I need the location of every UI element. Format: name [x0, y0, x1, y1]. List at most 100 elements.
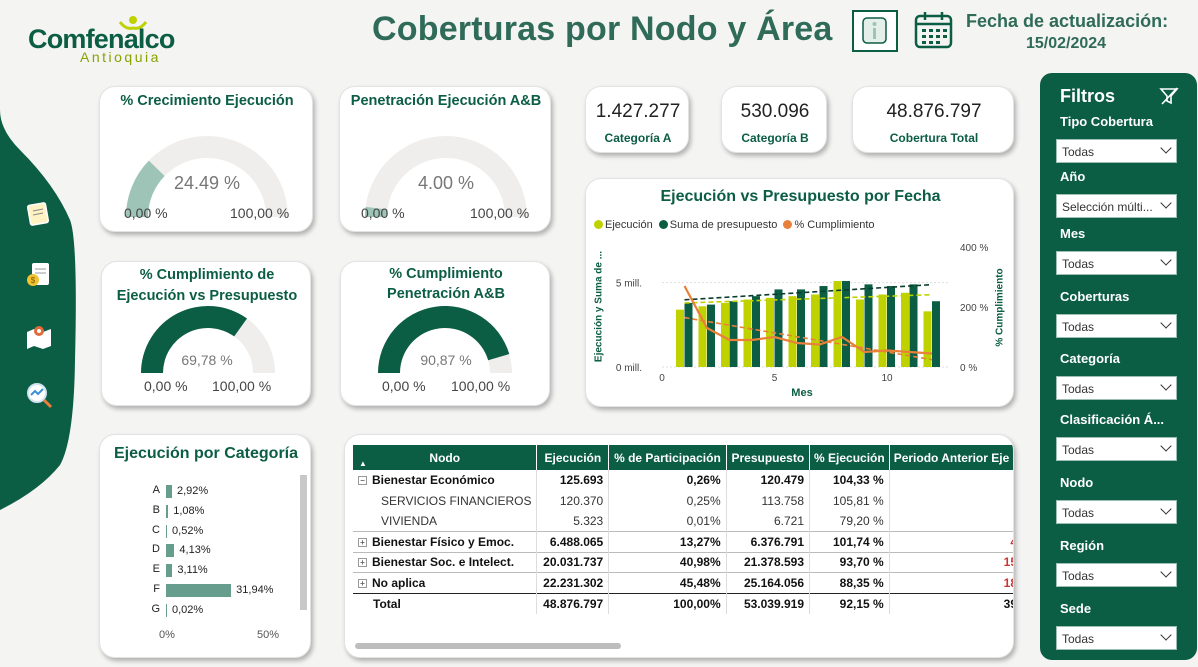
category-bar[interactable]: [166, 544, 175, 558]
category-bar[interactable]: [166, 564, 173, 578]
bar-ejecucion[interactable]: [901, 292, 909, 367]
filter-value: Todas: [1062, 443, 1095, 457]
bar-presupuesto[interactable]: [842, 280, 850, 367]
filter-dropdown[interactable]: Todas: [1056, 314, 1177, 338]
bar-ejecucion[interactable]: [766, 297, 774, 367]
bar-ejecucion[interactable]: [856, 299, 864, 367]
scrollbar[interactable]: [300, 475, 307, 610]
bar-presupuesto[interactable]: [932, 301, 940, 367]
cell-text: VIVIENDA: [381, 514, 438, 528]
kpi-label: Categoría A: [604, 131, 672, 145]
x-tick-label: 10: [881, 373, 893, 384]
column-header-participacion[interactable]: % de Participación: [608, 445, 727, 470]
filter-value: Todas: [1062, 506, 1095, 520]
filter-dropdown[interactable]: Todas: [1056, 437, 1177, 461]
bar-presupuesto[interactable]: [774, 289, 783, 367]
chevron-down-icon: [1160, 503, 1172, 515]
category-bar[interactable]: [166, 584, 232, 597]
expand-icon[interactable]: +: [358, 578, 367, 588]
info-button[interactable]: [852, 10, 898, 52]
expand-icon[interactable]: +: [358, 537, 367, 547]
bar-presupuesto[interactable]: [819, 286, 828, 367]
bar-presupuesto[interactable]: [684, 302, 693, 367]
x-tick-label: 0: [659, 373, 665, 384]
category-label: D: [152, 543, 160, 556]
category-bar[interactable]: [166, 504, 169, 518]
y-tick-label: 5 mill.: [616, 279, 642, 290]
bar-presupuesto[interactable]: [909, 284, 918, 367]
table-cell: 21.378.593: [726, 551, 811, 573]
horizontal-scrollbar[interactable]: [355, 643, 621, 649]
filter-dropdown[interactable]: Todas: [1056, 563, 1177, 587]
nav-analysis-icon[interactable]: [24, 380, 54, 410]
gauge-arc: [378, 306, 512, 373]
column-header-ejecucion[interactable]: Ejecución: [536, 445, 610, 470]
table-cell: 6.376.791: [726, 531, 811, 552]
filter-value: Todas: [1062, 145, 1095, 159]
category-bar[interactable]: [166, 524, 168, 538]
filter-label: Sede: [1060, 601, 1092, 616]
nav-map-icon[interactable]: [24, 322, 54, 350]
filter-dropdown[interactable]: Todas: [1056, 376, 1177, 400]
filter-value: Selección múlti...: [1062, 200, 1153, 214]
bar-ejecucion[interactable]: [788, 296, 797, 367]
kpi-card-category-b: 530.096 Categoría B: [721, 86, 827, 153]
bar-presupuesto[interactable]: [752, 296, 760, 367]
table-row[interactable]: + Bienestar Soc. e Intelect. 20.031.737 40,…: [353, 551, 1013, 573]
category-label: E: [152, 563, 160, 576]
total-cell: 53.039.919: [726, 592, 811, 614]
table-cell: 4.9: [889, 531, 1013, 552]
bar-presupuesto[interactable]: [707, 304, 715, 367]
column-header-pct-ejecucion[interactable]: % Ejecución: [809, 445, 890, 470]
table-cell: 101,74 %: [809, 531, 890, 552]
table-row[interactable]: VIVIENDA 5.323 0,01% 6.721 79,20 %: [353, 511, 1013, 532]
bar-presupuesto[interactable]: [887, 286, 895, 367]
category-value-label: 31,94%: [236, 584, 274, 596]
bar-ejecucion[interactable]: [698, 306, 707, 367]
filter-dropdown[interactable]: Todas: [1056, 626, 1177, 650]
nav-invoice-icon[interactable]: $: [24, 260, 54, 290]
table-row[interactable]: + Bienestar Físico y Emoc. 6.488.065 13,27%…: [353, 531, 1013, 552]
collapse-icon[interactable]: −: [358, 476, 367, 486]
table-row[interactable]: − Bienestar Económico 125.693 0,26% 120.479 1…: [353, 470, 1013, 491]
gauge-track: [365, 136, 527, 217]
expand-icon[interactable]: +: [358, 558, 367, 568]
bar-ejecucion[interactable]: [923, 311, 932, 367]
bar-ejecucion[interactable]: [811, 294, 819, 367]
filter-label: Tipo Cobertura: [1060, 114, 1153, 129]
bar-presupuesto[interactable]: [797, 289, 805, 367]
table-cell: 13,27%: [608, 531, 727, 552]
logo: Comfenalco Antioquia: [28, 14, 178, 66]
gauge-max: 100,00 %: [451, 378, 511, 394]
filter-dropdown[interactable]: Todas: [1056, 139, 1177, 163]
bar-ejecucion[interactable]: [878, 294, 887, 367]
chart-title: Ejecución vs Presupuesto por Fecha: [660, 188, 941, 205]
column-header-periodo-anterior[interactable]: Periodo Anterior Eje: [889, 445, 1013, 470]
nav-report-icon[interactable]: [24, 200, 52, 228]
bar-ejecucion[interactable]: [743, 299, 752, 367]
table-cell: 15.9: [889, 551, 1013, 573]
filter-dropdown[interactable]: Selección múlti...: [1056, 194, 1177, 218]
table-cell: 0,26%: [608, 470, 727, 491]
trend-ejecucion: [684, 293, 933, 304]
bar-ejecucion[interactable]: [833, 280, 842, 367]
bar-ejecucion[interactable]: [721, 302, 729, 367]
table-row[interactable]: + No aplica 22.231.302 45,48% 25.164.056 88,3…: [353, 572, 1013, 593]
cell-nodo: − Bienestar Económico: [353, 470, 538, 491]
category-bar[interactable]: [166, 603, 167, 617]
bar-presupuesto[interactable]: [729, 301, 738, 367]
calendar-icon[interactable]: [913, 10, 955, 52]
filter-dropdown[interactable]: Todas: [1056, 251, 1177, 275]
filter-label: Nodo: [1060, 475, 1094, 490]
clear-filters-icon[interactable]: [1158, 85, 1180, 107]
table-cell: [889, 490, 1013, 511]
column-header-presupuesto[interactable]: Presupuesto: [726, 445, 811, 470]
kpi-card-total: 48.876.797 Cobertura Total: [852, 86, 1014, 153]
filter-dropdown[interactable]: Todas: [1056, 500, 1177, 524]
line-cumplimiento[interactable]: [683, 285, 933, 355]
bar-presupuesto[interactable]: [864, 284, 873, 367]
bar-ejecucion[interactable]: [676, 309, 684, 367]
table-row[interactable]: SERVICIOS FINANCIEROS 120.370 0,25% 113.758…: [353, 490, 1013, 511]
column-header-nodo[interactable]: Nodo ▲: [353, 445, 538, 470]
category-bar[interactable]: [166, 485, 172, 498]
